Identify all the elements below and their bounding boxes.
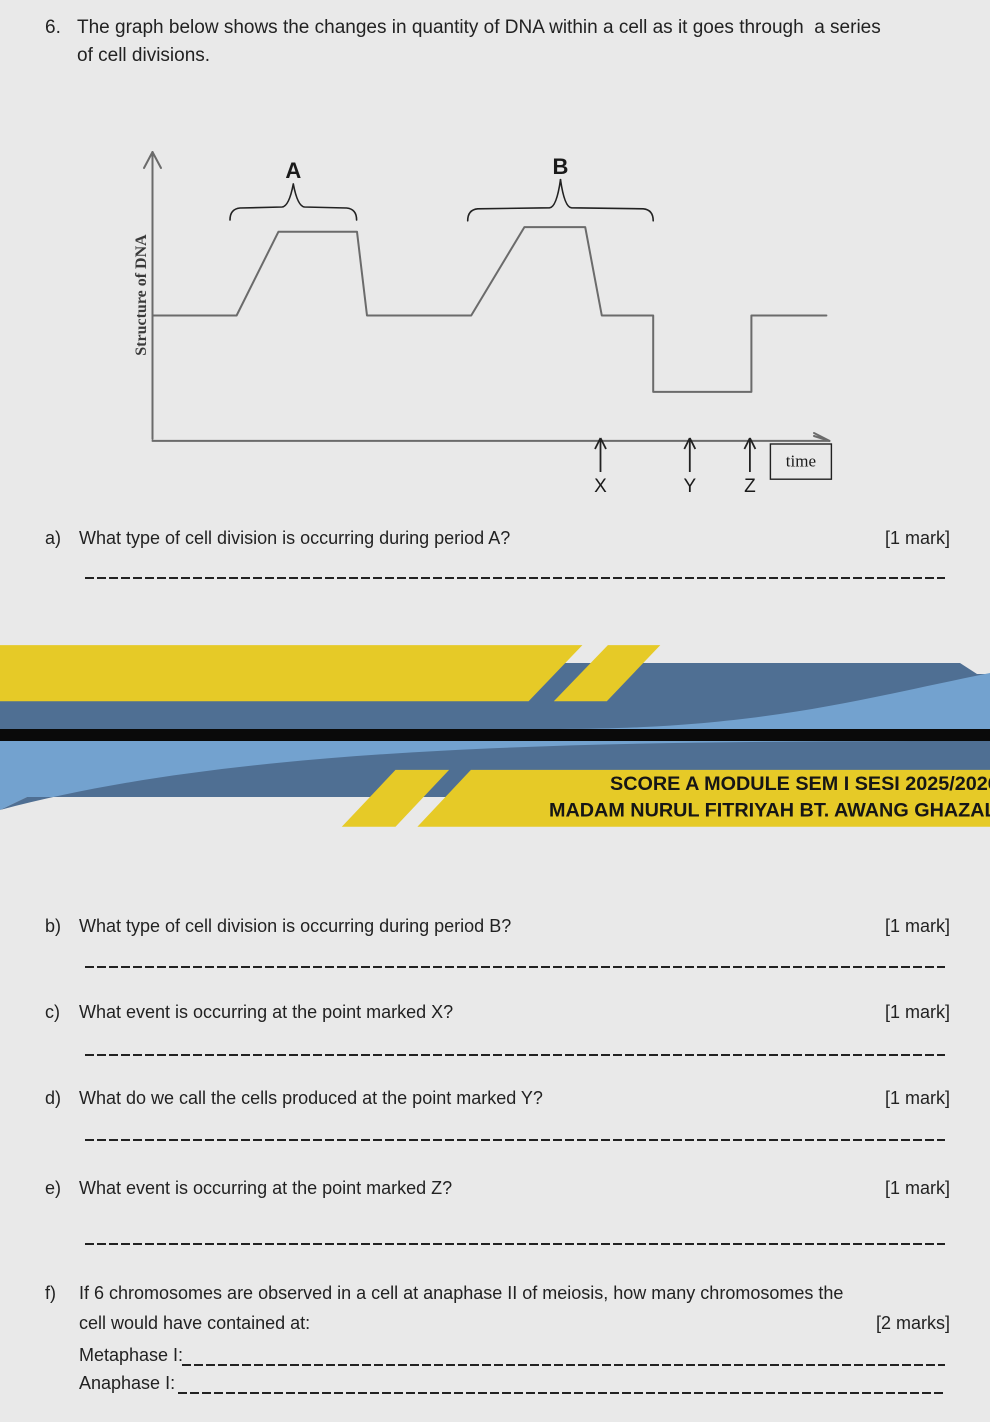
svg-text:MADAM NURUL FITRIYAH BT. AWANG: MADAM NURUL FITRIYAH BT. AWANG GHAZALI (549, 800, 990, 822)
svg-text:Y: Y (683, 476, 696, 497)
svg-text:time: time (786, 452, 816, 471)
svg-text:SCORE A MODULE SEM I SESI 2025: SCORE A MODULE SEM I SESI 2025/2026 (610, 773, 990, 795)
svg-text:X: X (594, 476, 607, 497)
svg-text:B: B (553, 154, 569, 179)
svg-text:Structure of DNA: Structure of DNA (133, 234, 150, 356)
svg-text:Z: Z (744, 476, 756, 497)
svg-text:A: A (285, 158, 301, 183)
